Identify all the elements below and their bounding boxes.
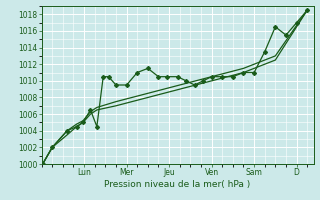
X-axis label: Pression niveau de la mer( hPa ): Pression niveau de la mer( hPa ) <box>104 180 251 189</box>
